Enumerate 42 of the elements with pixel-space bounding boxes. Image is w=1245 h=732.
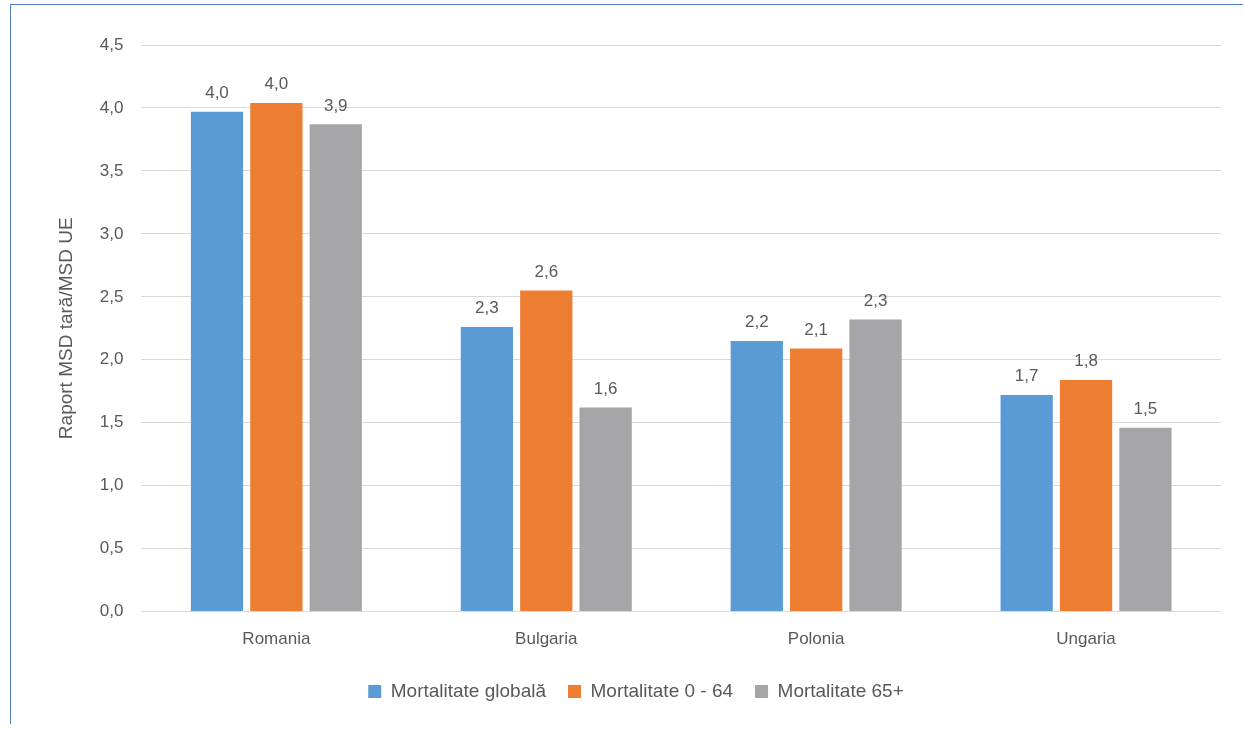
- y-tick-label: 1,5: [99, 412, 124, 432]
- y-tick-label: 1,0: [99, 475, 124, 495]
- bar: [730, 340, 783, 612]
- bar: [1119, 427, 1172, 612]
- data-label: 2,6: [534, 261, 559, 281]
- x-tick-label: Bulgaria: [515, 629, 578, 649]
- data-label: 2,3: [863, 290, 888, 310]
- y-tick-label: 0,0: [99, 601, 124, 621]
- bar: [790, 348, 843, 612]
- y-tick-label: 2,0: [99, 349, 124, 369]
- x-tick-label: Polonia: [787, 629, 846, 649]
- y-tick-label: 4,0: [99, 97, 124, 117]
- legend-label: Mortalitate globală: [390, 679, 547, 701]
- bar: [579, 407, 632, 612]
- x-tick-label: Ungaria: [1056, 629, 1117, 649]
- data-label: 4,0: [205, 82, 229, 102]
- data-label: 2,2: [744, 312, 769, 332]
- bar: [1000, 395, 1053, 612]
- x-tick-label: Romania: [242, 629, 311, 649]
- bar: [190, 111, 244, 612]
- legend-label: Mortalitate 65+: [777, 679, 904, 701]
- y-tick-label: 3,0: [99, 223, 124, 243]
- y-axis-title: Raport MSD tară/MSD UE: [54, 217, 76, 440]
- y-tick-label: 2,5: [99, 286, 124, 306]
- data-label: 2,3: [475, 298, 499, 318]
- data-label: 1,7: [1014, 366, 1039, 386]
- data-label: 1,8: [1074, 351, 1098, 371]
- bar: [250, 102, 303, 612]
- bar: [309, 124, 362, 612]
- legend-label: Mortalitate 0 - 64: [590, 679, 734, 701]
- y-tick-label: 4,5: [99, 34, 124, 54]
- bar: [1059, 379, 1113, 612]
- data-label: 2,1: [804, 319, 828, 339]
- data-label: 4,0: [264, 74, 289, 94]
- bar: [520, 290, 573, 612]
- data-label: 1,6: [593, 378, 618, 398]
- bar: [849, 319, 902, 612]
- y-tick-label: 0,5: [99, 538, 124, 558]
- bar: [460, 327, 514, 612]
- data-label: 3,9: [323, 95, 348, 115]
- y-tick-label: 3,5: [99, 160, 124, 180]
- data-label: 1,5: [1133, 398, 1158, 418]
